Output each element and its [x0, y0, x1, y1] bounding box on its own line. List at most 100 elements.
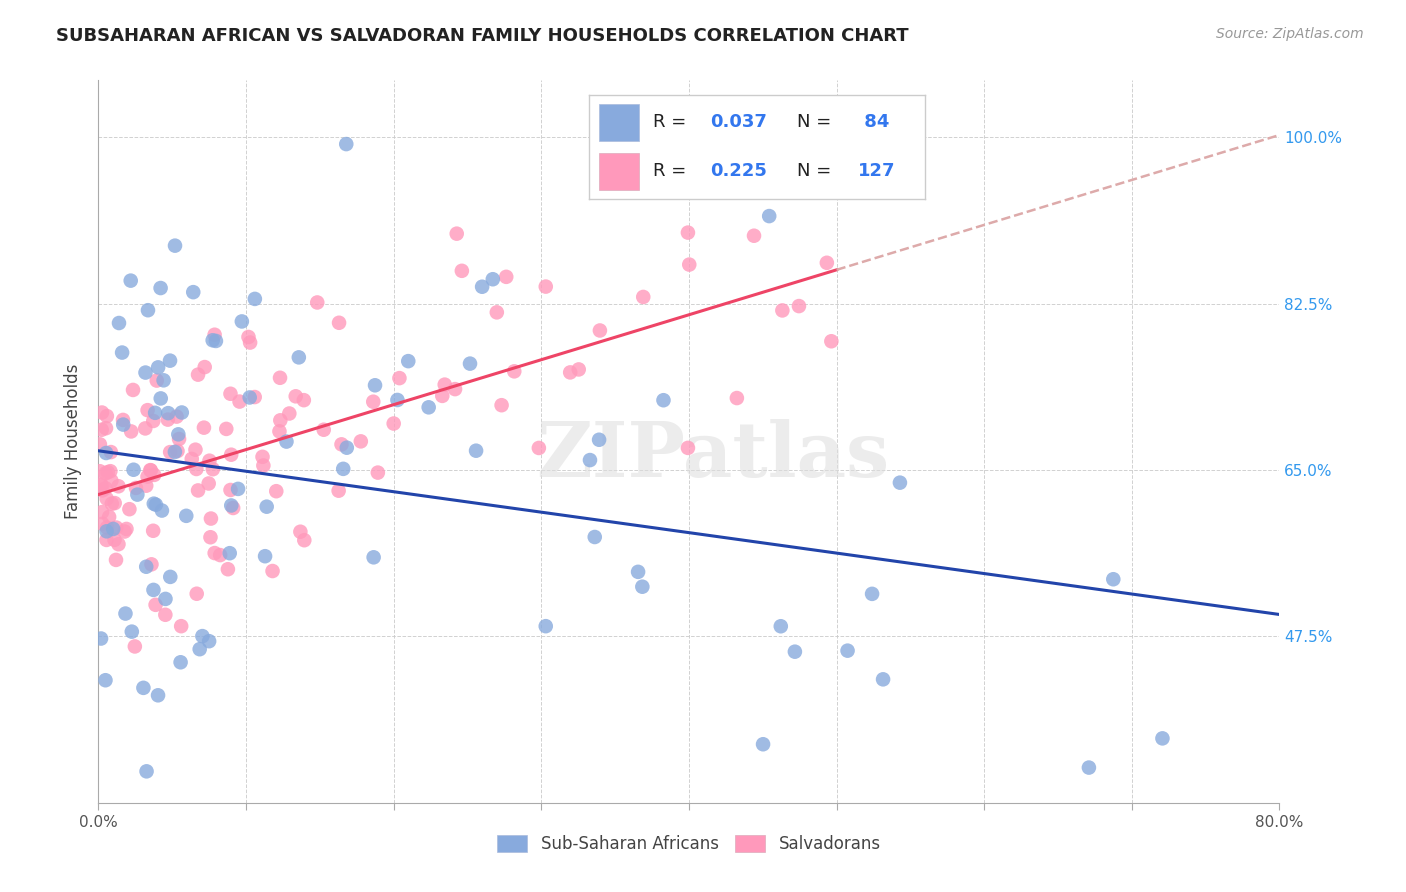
Text: Source: ZipAtlas.com: Source: ZipAtlas.com [1216, 27, 1364, 41]
Point [125, 481, 148, 495]
Point [485, 305, 508, 319]
Point [145, 374, 167, 388]
Point [136, 303, 159, 318]
Point [97, 465, 120, 479]
Point [170, 619, 193, 633]
Point [252, 458, 274, 473]
Point [142, 497, 165, 511]
Point [146, 360, 169, 375]
Point [269, 371, 291, 385]
Point [783, 645, 806, 659]
Point [114, 524, 136, 539]
Point [100, 474, 122, 488]
Point [100, 445, 122, 459]
Point [132, 681, 155, 695]
Point [589, 323, 612, 337]
Point [121, 624, 143, 639]
Point [163, 238, 186, 252]
Point [193, 420, 215, 434]
Point [209, 548, 232, 562]
Point [889, 475, 911, 490]
Text: SUBSAHARAN AFRICAN VS SALVADORAN FAMILY HOUSEHOLDS CORRELATION CHART: SUBSAHARAN AFRICAN VS SALVADORAN FAMILY … [56, 27, 908, 45]
Point [269, 425, 291, 439]
Point [114, 607, 136, 621]
Point [96, 524, 118, 539]
Point [145, 598, 167, 612]
Point [872, 673, 894, 687]
Point [98, 510, 121, 524]
Y-axis label: Family Households: Family Households [65, 364, 83, 519]
Point [254, 549, 277, 564]
Point [155, 591, 177, 606]
Point [1102, 572, 1125, 586]
Point [166, 444, 188, 458]
Point [134, 366, 156, 380]
Point [107, 537, 129, 551]
Point [458, 357, 481, 371]
Point [219, 499, 242, 513]
Point [91, 516, 114, 531]
Point [134, 421, 156, 435]
Point [184, 442, 207, 457]
Point [264, 484, 287, 499]
Point [495, 269, 517, 284]
Point [120, 425, 142, 439]
Point [1077, 761, 1099, 775]
Point [135, 479, 157, 493]
Point [860, 587, 883, 601]
Point [388, 371, 411, 385]
Point [633, 290, 655, 304]
Point [367, 466, 389, 480]
Point [328, 483, 350, 498]
Point [159, 445, 181, 459]
Point [770, 303, 793, 318]
Point [122, 463, 145, 477]
Legend: Sub-Saharan Africans, Salvadorans: Sub-Saharan Africans, Salvadorans [491, 828, 887, 860]
Point [136, 469, 159, 483]
Point [135, 764, 157, 779]
Point [444, 382, 467, 396]
Point [194, 360, 217, 375]
Point [678, 258, 700, 272]
Point [146, 688, 169, 702]
Point [103, 533, 125, 547]
Point [204, 327, 226, 342]
Point [627, 565, 650, 579]
Text: ZIPatlas: ZIPatlas [536, 419, 889, 493]
Point [181, 285, 204, 300]
Point [284, 389, 307, 403]
Point [94, 446, 117, 460]
Point [481, 272, 503, 286]
Point [143, 467, 166, 482]
Point [96, 533, 118, 547]
Point [239, 335, 262, 350]
Point [433, 377, 456, 392]
Point [152, 373, 174, 387]
Point [278, 407, 301, 421]
Point [159, 570, 181, 584]
Point [191, 629, 214, 643]
Point [127, 487, 149, 501]
Point [815, 256, 838, 270]
Point [217, 562, 239, 576]
Point [94, 481, 117, 495]
Point [197, 476, 219, 491]
Point [142, 414, 165, 428]
Point [170, 405, 193, 419]
Point [96, 491, 118, 506]
Point [288, 351, 311, 365]
Point [105, 520, 128, 534]
Point [252, 450, 274, 464]
Point [219, 386, 242, 401]
Point [198, 634, 221, 648]
Point [163, 445, 186, 459]
Point [1152, 731, 1174, 746]
Point [215, 422, 238, 436]
Point [205, 334, 228, 348]
Point [94, 467, 117, 481]
Point [361, 394, 384, 409]
Point [332, 462, 354, 476]
Point [90, 478, 112, 492]
Point [503, 364, 526, 378]
Point [769, 619, 792, 633]
